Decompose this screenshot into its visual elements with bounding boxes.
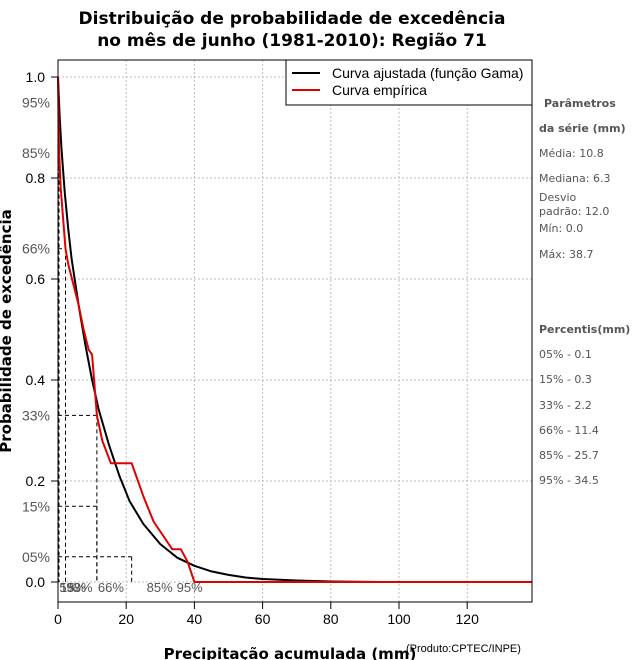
percentile-85: 85% - 25.7	[539, 449, 599, 462]
x-tick-label-3: 60	[255, 611, 271, 627]
x-tick-label-5: 100	[387, 611, 411, 627]
y-axis-ticks: 0.0 0.2 0.4 0.6 0.8 1.0	[26, 69, 58, 590]
y-axis-label: Probabilidade de excedência	[0, 209, 15, 453]
y-tick-label-4: 0.8	[26, 170, 46, 186]
x-tick-label-2: 40	[187, 611, 203, 627]
chart-title-line-2: no mês de junho (1981-2010): Região 71	[97, 31, 487, 51]
percentile-66: 66% - 11.4	[539, 424, 599, 437]
x-tick-label-6: 120	[456, 611, 480, 627]
product-credit: (Produto:CPTEC/INPE)	[406, 643, 521, 655]
y-tick-label-1: 0.2	[26, 473, 46, 489]
y-tick-label-3: 0.6	[26, 271, 46, 287]
y-tick-label-2: 0.4	[26, 372, 46, 388]
y-percent-label-0: 95%	[22, 94, 50, 110]
x-percent-label-5: 95%	[177, 580, 203, 595]
param-min: Mín: 0.0	[539, 222, 583, 235]
params-heading-2: da série (mm)	[539, 122, 626, 135]
y-percent-label-5: 05%	[22, 549, 50, 565]
x-axis-label: Precipitação acumulada (mm)	[164, 645, 417, 660]
y-tick-label-5: 1.0	[26, 69, 46, 85]
param-desvio-1: Desvio	[539, 191, 577, 204]
legend: Curva ajustada (função Gama) Curva empír…	[285, 59, 533, 106]
gridlines	[57, 60, 532, 602]
y-percent-label-2: 66%	[22, 241, 50, 257]
percentile-guides	[57, 101, 133, 582]
param-desvio-2: padrão: 12.0	[539, 205, 609, 218]
x-percent-labels: 5%15%33% 66% 85% 95%	[59, 580, 203, 595]
x-tick-label-1: 20	[118, 611, 134, 627]
legend-label-fitted: Curva ajustada (função Gama)	[332, 65, 523, 81]
x-percent-label-1: 15%	[60, 580, 86, 595]
legend-box	[285, 59, 533, 106]
x-percent-label-3: 66%	[98, 580, 124, 595]
x-axis-ticks: 0 20 40 60 80 100 120	[54, 602, 479, 627]
side-panel: Parâmetros da série (mm) Média: 10.8 Med…	[539, 97, 630, 487]
param-mediana: Mediana: 6.3	[539, 172, 610, 185]
series-line-empirical	[57, 76, 532, 583]
y-tick-label-0: 0.0	[26, 574, 46, 590]
x-percent-label-0: 5%	[59, 580, 78, 595]
param-max: Máx: 38.7	[539, 248, 593, 261]
x-percent-label-2: 33%	[67, 580, 93, 595]
percentile-15: 15% - 0.3	[539, 373, 592, 386]
percentis-heading: Percentis(mm)	[539, 323, 630, 336]
chart-title-line-1: Distribuição de probabilidade de excedên…	[79, 9, 506, 29]
percentile-95: 95% - 34.5	[539, 474, 599, 487]
plot-frame	[57, 59, 533, 603]
y-percent-label-1: 85%	[22, 145, 50, 161]
legend-label-empirical: Curva empírica	[332, 82, 427, 98]
percentile-05: 05% - 0.1	[539, 348, 592, 361]
y-percent-ticks: 95% 85% 66% 33% 15% 05%	[22, 94, 50, 565]
percentile-33: 33% - 2.2	[539, 399, 592, 412]
params-heading-1: Parâmetros	[544, 97, 616, 110]
y-percent-label-4: 15%	[22, 498, 50, 514]
param-media: Média: 10.8	[539, 147, 604, 160]
y-percent-label-3: 33%	[22, 407, 50, 423]
x-percent-label-4: 85%	[147, 580, 173, 595]
series-line-fitted-gamma	[57, 76, 381, 583]
x-tick-label-0: 0	[54, 611, 62, 627]
x-tick-label-4: 80	[323, 611, 339, 627]
series-lines	[57, 76, 532, 583]
